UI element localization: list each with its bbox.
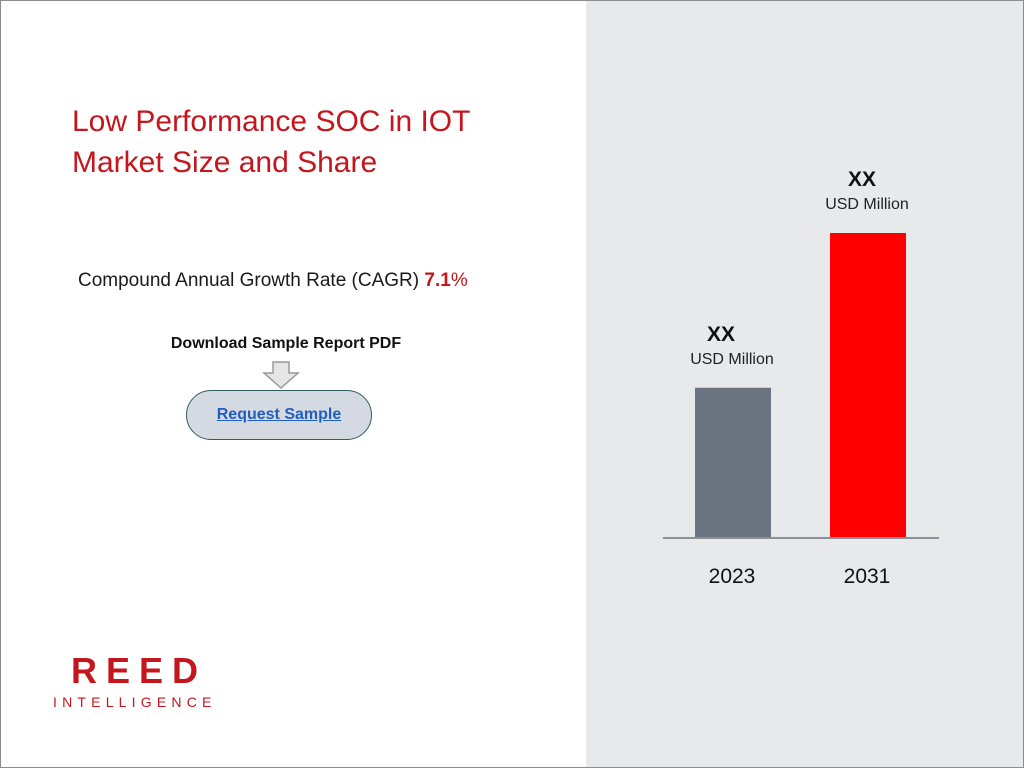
- title-line-1: Low Performance SOC in IOT: [72, 105, 471, 138]
- logo-main-text: REED: [71, 650, 208, 691]
- x-tick-2023: 2023: [709, 565, 756, 588]
- download-heading: Download Sample Report PDF: [170, 335, 402, 352]
- cagr-label: Compound Annual Growth Rate (CAGR): [78, 270, 420, 291]
- title-line-2: Market Size and Share: [72, 146, 378, 179]
- value-label-2031: XX: [848, 168, 876, 191]
- page-title: Low Performance SOC in IOT Market Size a…: [72, 101, 552, 183]
- cagr-value: 7.1: [424, 270, 451, 291]
- market-size-chart: XX USD Million 2023 XX USD Million 2031: [663, 168, 939, 588]
- logo-sub-text: INTELLIGENCE: [53, 694, 217, 710]
- x-tick-2031: 2031: [844, 565, 891, 588]
- request-sample-button[interactable]: Request Sample: [186, 390, 372, 440]
- down-arrow-icon: [262, 361, 300, 389]
- unit-label-2023: USD Million: [690, 351, 774, 368]
- reed-intelligence-logo: REED INTELLIGENCE: [53, 651, 223, 711]
- request-sample-link[interactable]: Request Sample: [216, 406, 342, 423]
- value-label-2023: XX: [707, 323, 735, 346]
- bar-2023: [695, 387, 771, 538]
- cagr-unit: %: [450, 270, 468, 291]
- unit-label-2031: USD Million: [825, 196, 909, 213]
- bar-2031: [830, 233, 906, 538]
- chart-panel: [586, 1, 1023, 767]
- cagr-text: Compound Annual Growth Rate (CAGR) 7.1%: [78, 270, 468, 292]
